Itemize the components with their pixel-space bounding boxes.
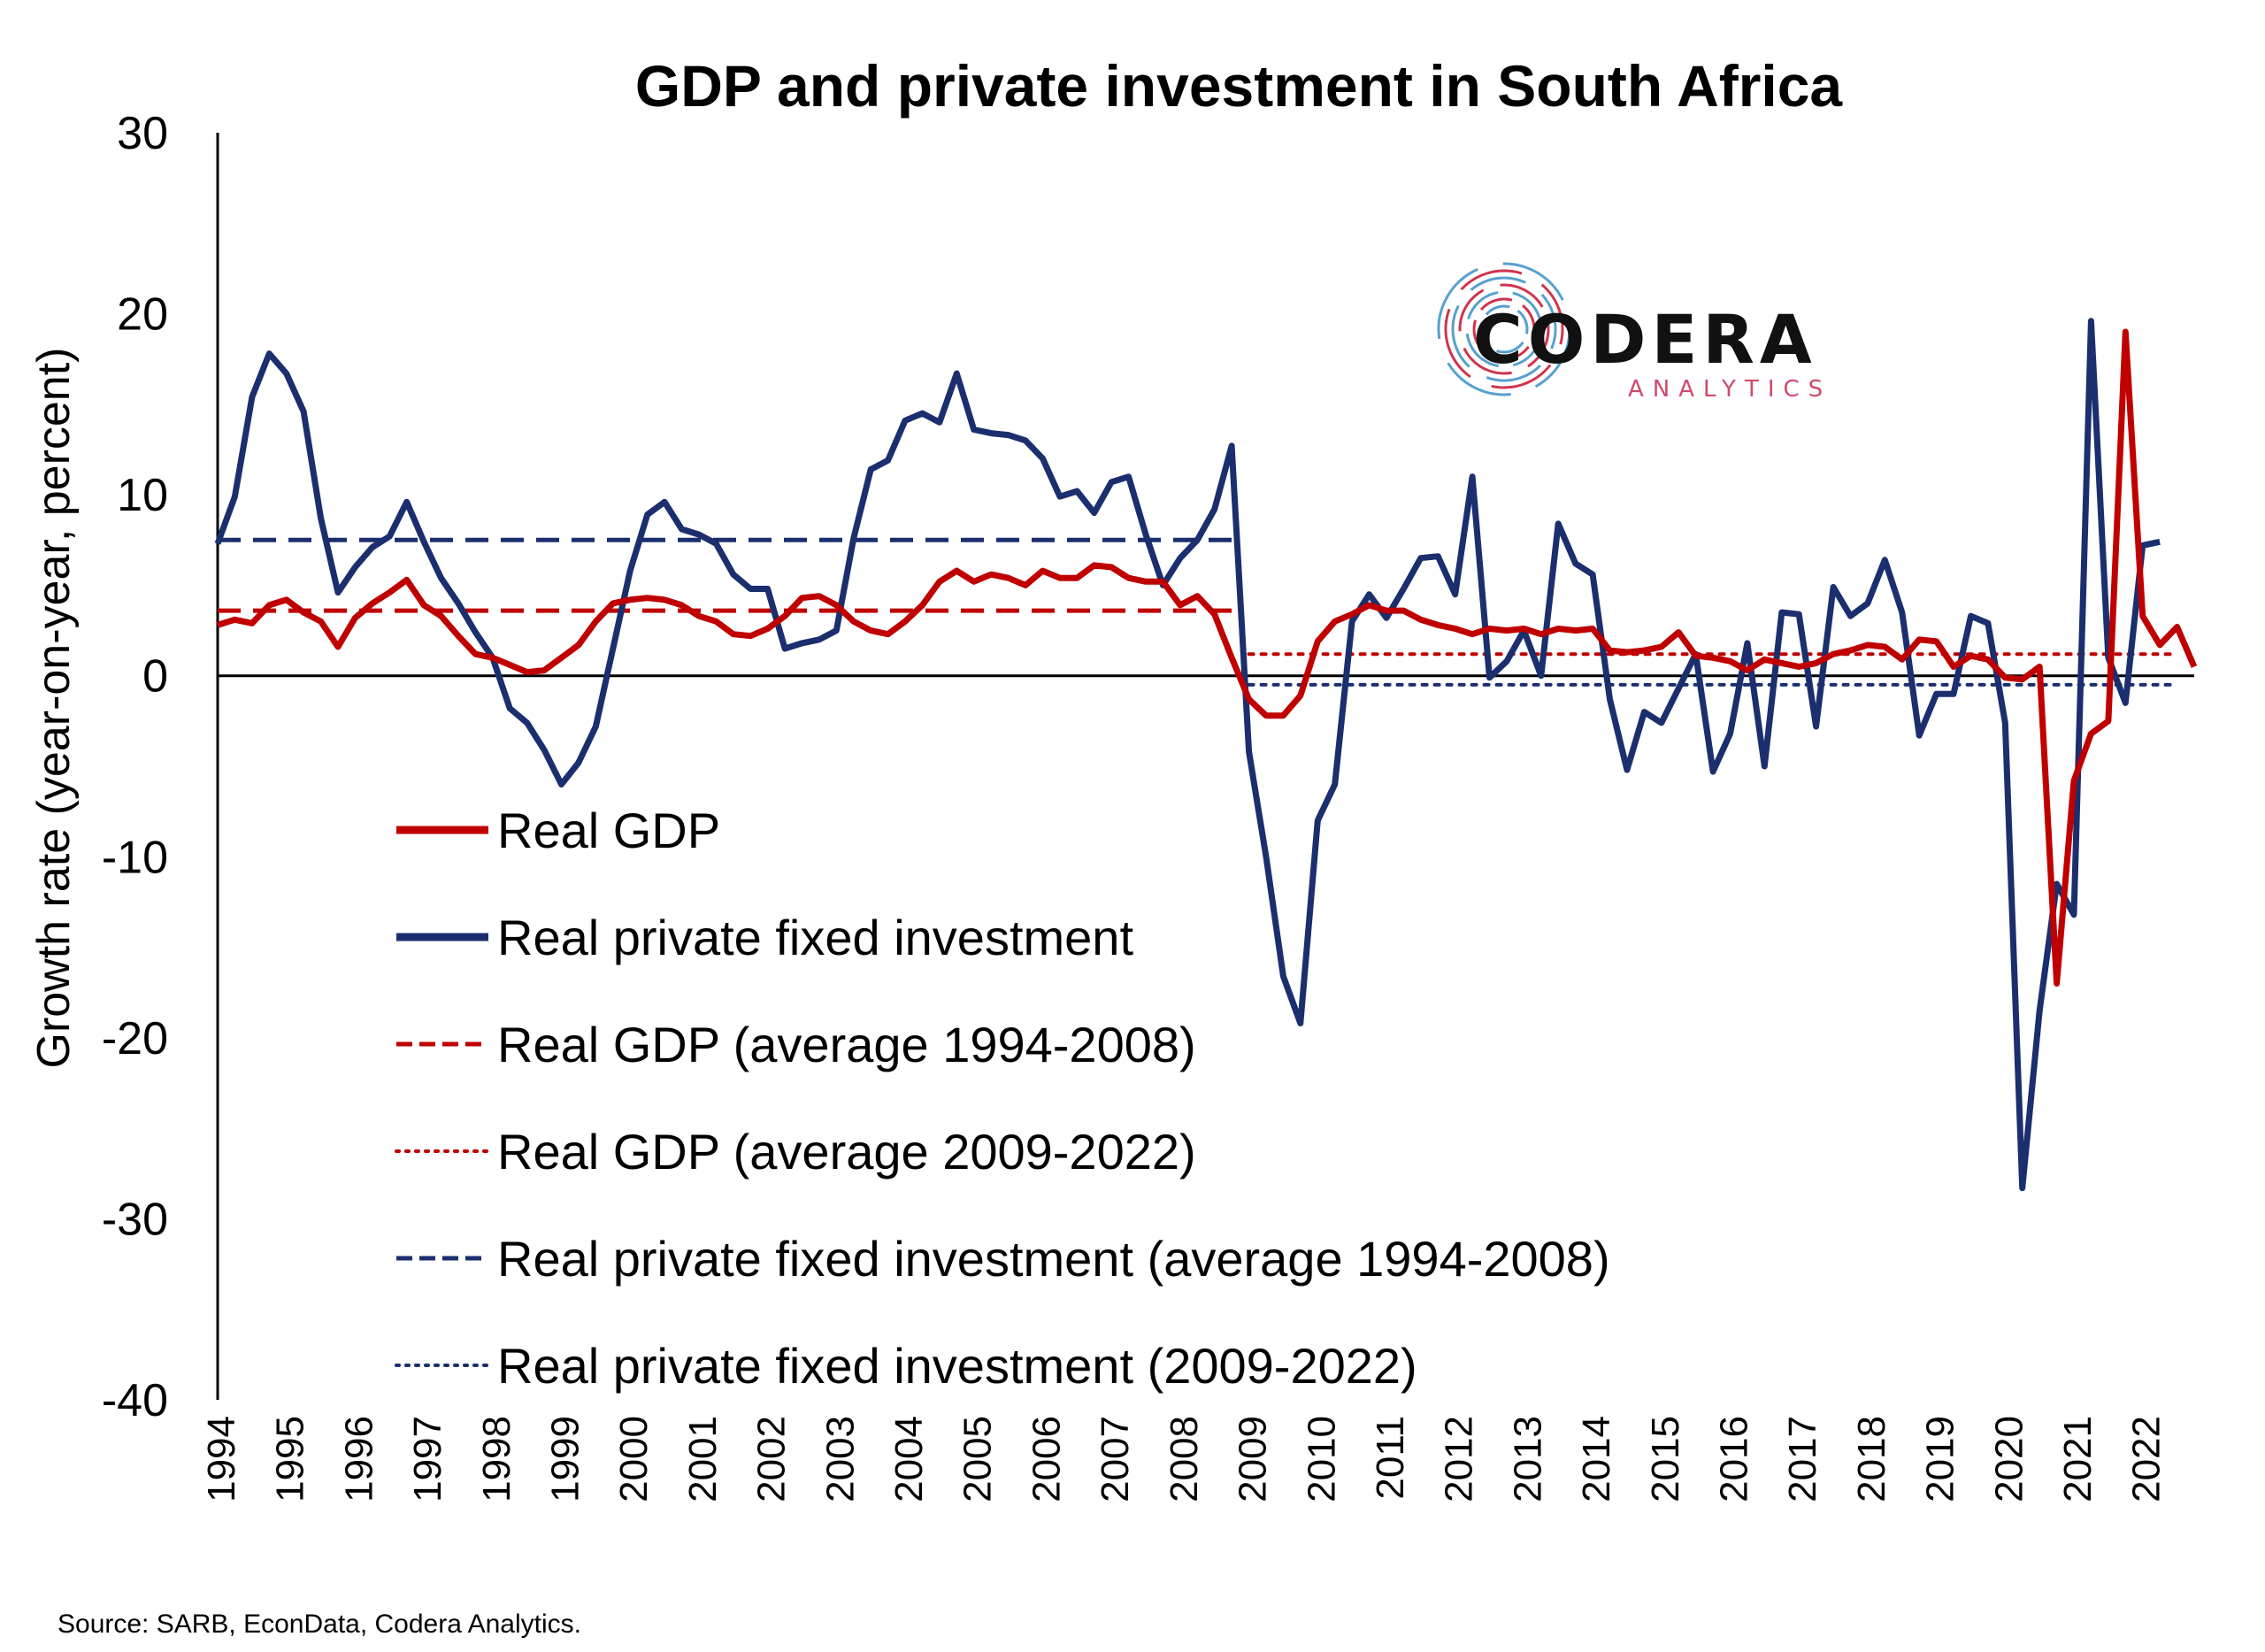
logo-name: CODERA (1473, 300, 1817, 379)
legend: Real GDP Real private fixed investment Rea… (395, 803, 1610, 1394)
x-tick-label: 1998 (475, 1416, 518, 1502)
logo-arc (1479, 304, 1529, 354)
average-lines (218, 537, 2179, 687)
legend-label: Real private fixed investment (average 1… (497, 1231, 1610, 1287)
logo-mark-icon (1437, 262, 1571, 396)
y-tick-label: 10 (117, 470, 168, 521)
x-tick-label: 2007 (1094, 1416, 1137, 1502)
logo-subtitle: ANALYTICS (1628, 376, 1831, 403)
logo-arc (1472, 297, 1536, 361)
x-tick-label: 2018 (1850, 1416, 1893, 1502)
y-tick-label: 20 (117, 289, 168, 341)
x-tick-label: 2022 (2125, 1416, 2169, 1502)
series-line-0 (216, 328, 2198, 987)
y-tick-label: -20 (102, 1013, 168, 1064)
legend-label: Real GDP (497, 803, 720, 858)
x-tick-label: 1999 (544, 1416, 587, 1502)
x-tick-label: 2003 (818, 1416, 862, 1502)
y-tick-label: 30 (117, 108, 168, 159)
x-tick-label: 1995 (269, 1416, 312, 1502)
x-tick-label: 2000 (612, 1416, 656, 1502)
x-tick-label: 2014 (1575, 1416, 1618, 1502)
x-tick-label: 2005 (956, 1416, 1000, 1502)
x-tick-label: 2002 (750, 1416, 794, 1502)
logo-arc (1451, 276, 1557, 382)
logo-arc (1437, 262, 1571, 396)
x-tick-label: 2021 (2056, 1416, 2100, 1502)
legend-label: Real GDP (average 1994-2008) (497, 1017, 1196, 1072)
series-lines (214, 318, 2198, 1192)
source-note: Source: SARB, EconData, Codera Analytics… (58, 1610, 581, 1639)
x-tick-label: 2008 (1163, 1416, 1206, 1502)
x-axis-ticks: 1994 1995 1996 1997 1998 1999 2000 2001 2002 2003… (200, 1416, 2169, 1502)
chart-title: GDP and private investment in South Afri… (635, 53, 1844, 119)
x-tick-label: 1997 (406, 1416, 449, 1502)
logo-arc (1444, 269, 1564, 389)
x-tick-label: 2020 (1987, 1416, 2031, 1502)
legend-label: Real private fixed investment (497, 910, 1133, 965)
axes (216, 133, 2194, 1400)
x-tick-label: 2001 (681, 1416, 725, 1502)
x-tick-label: 2012 (1438, 1416, 1481, 1502)
x-tick-label: 1996 (337, 1416, 380, 1502)
x-tick-label: 2011 (1369, 1416, 1412, 1500)
x-tick-label: 2017 (1781, 1416, 1824, 1502)
y-tick-label: -30 (102, 1194, 168, 1245)
y-tick-label: -10 (102, 832, 168, 883)
x-tick-label: 2010 (1300, 1416, 1343, 1502)
y-axis-label: Growth rate (year-on-year, percent) (28, 348, 80, 1069)
codera-logo: CODERA ANALYTICS (1437, 262, 1831, 403)
logo-arc (1458, 283, 1550, 375)
legend-label: Real GDP (average 2009-2022) (497, 1124, 1196, 1179)
x-tick-label: 2019 (1919, 1416, 1962, 1502)
x-tick-label: 2006 (1025, 1416, 1068, 1502)
logo-arc (1465, 290, 1543, 368)
x-tick-label: 2013 (1506, 1416, 1549, 1502)
series-line-1 (214, 318, 2161, 1192)
legend-label: Real private fixed investment (2009-2022… (497, 1338, 1417, 1394)
x-tick-label: 2004 (887, 1416, 931, 1502)
x-tick-label: 2009 (1232, 1416, 1275, 1502)
x-tick-label: 2015 (1644, 1416, 1687, 1502)
x-tick-label: 1994 (200, 1416, 243, 1502)
y-tick-label: -40 (102, 1375, 168, 1426)
x-tick-label: 2016 (1712, 1416, 1755, 1502)
y-tick-label: 0 (142, 651, 168, 703)
y-axis-ticks: 30 20 10 0 -10 -20 -30 -40 (102, 108, 168, 1426)
